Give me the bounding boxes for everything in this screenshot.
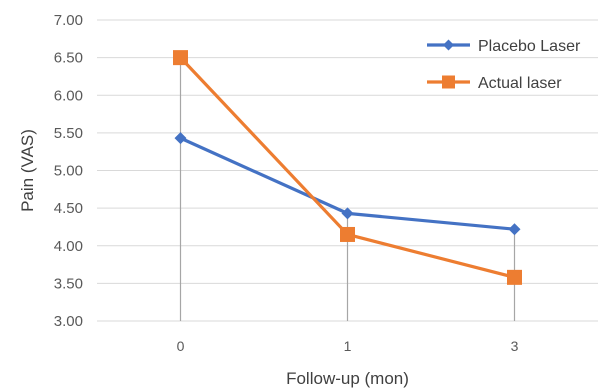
y-tick-label-4: 5.00: [54, 163, 83, 180]
y-tick-label-2: 4.00: [54, 238, 83, 255]
series-0-point-2: [508, 223, 521, 236]
drop-lines: [179, 57, 516, 321]
y-tick-label-1: 3.50: [54, 275, 83, 292]
x-axis-ticks: 0 1 3: [177, 338, 519, 354]
y-tick-label-7: 6.50: [54, 50, 83, 67]
y-tick-label-8: 7.00: [54, 12, 83, 29]
y-axis-ticks: 3.00 3.50 4.00 4.50 5.00 5.50 6.00 6.50 7.00: [54, 12, 83, 330]
series-1-point-0: [173, 50, 188, 66]
y-tick-label-6: 6.00: [54, 87, 83, 104]
legend-marker-1: [442, 75, 455, 89]
x-tick-label-0: 0: [177, 338, 185, 354]
y-tick-label-3: 4.50: [54, 200, 83, 217]
legend-label-1: Actual laser: [478, 75, 562, 92]
legend-label-0: Placebo Laser: [478, 38, 581, 55]
legend-marker-0: [443, 39, 454, 51]
y-tick-label-0: 3.00: [54, 313, 83, 330]
series-group: [173, 50, 522, 285]
series-0-point-1: [341, 207, 354, 220]
x-tick-label-1: 1: [344, 338, 352, 354]
series-1-point-1: [340, 226, 355, 242]
x-tick-label-2: 3: [511, 338, 519, 354]
series-0-point-0: [174, 132, 187, 145]
legend: Placebo Laser Actual laser: [427, 38, 581, 92]
x-axis-title: Follow-up (mon): [286, 369, 409, 388]
series-1-point-2: [507, 269, 522, 285]
y-tick-label-5: 5.50: [54, 125, 83, 142]
y-axis-title: Pain (VAS): [18, 129, 37, 212]
